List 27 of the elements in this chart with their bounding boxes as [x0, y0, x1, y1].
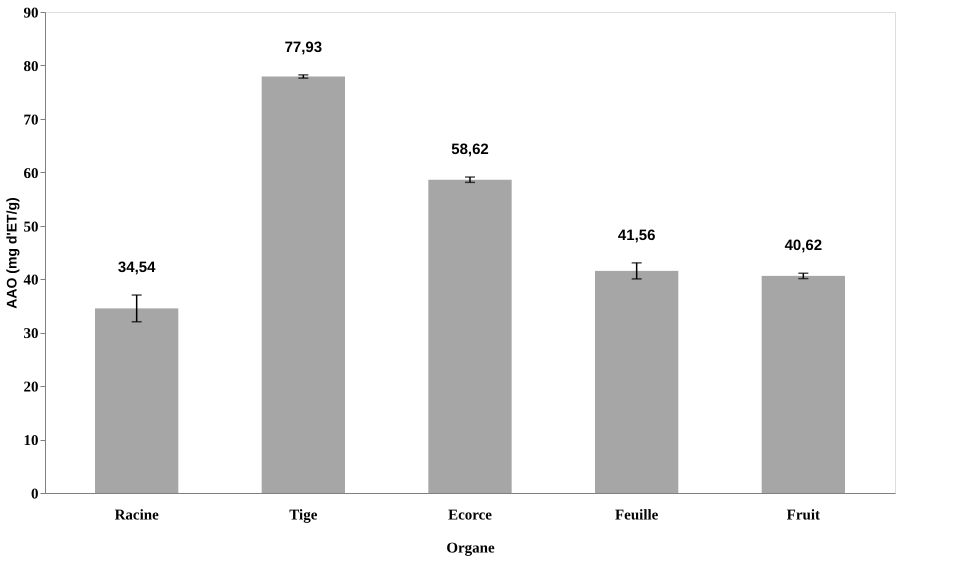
data-label: 77,93 — [284, 38, 322, 56]
x-tick-label: Feuille — [615, 508, 659, 524]
x-tick-label: Racine — [114, 508, 160, 524]
x-tick-label: Fruit — [786, 508, 820, 524]
y-tick-label: 0 — [31, 486, 38, 502]
bar — [428, 180, 512, 493]
y-tick-label: 30 — [24, 326, 38, 342]
x-axis-title: Organe — [446, 540, 496, 556]
bar — [95, 308, 178, 493]
y-tick-label: 70 — [24, 112, 38, 128]
y-tick-label: 60 — [24, 166, 38, 182]
y-tick-label: 50 — [24, 219, 38, 236]
x-tick-label: Tige — [289, 508, 318, 524]
data-label: 41,56 — [618, 226, 656, 244]
data-label: 58,62 — [451, 141, 489, 158]
bar — [595, 270, 678, 493]
bar — [262, 76, 345, 493]
x-tick-label: Ecorce — [448, 508, 492, 524]
y-tick-label: 20 — [24, 380, 38, 396]
y-tick-label: 90 — [24, 6, 38, 22]
y-tick-label: 80 — [24, 58, 38, 75]
y-tick-label: 10 — [24, 433, 38, 450]
y-axis-title: AAO (mg d'ET/g) — [4, 197, 20, 309]
data-label: 40,62 — [784, 237, 822, 254]
data-label: 34,54 — [118, 259, 156, 276]
bar — [762, 276, 845, 493]
y-tick-label: 40 — [24, 272, 38, 289]
